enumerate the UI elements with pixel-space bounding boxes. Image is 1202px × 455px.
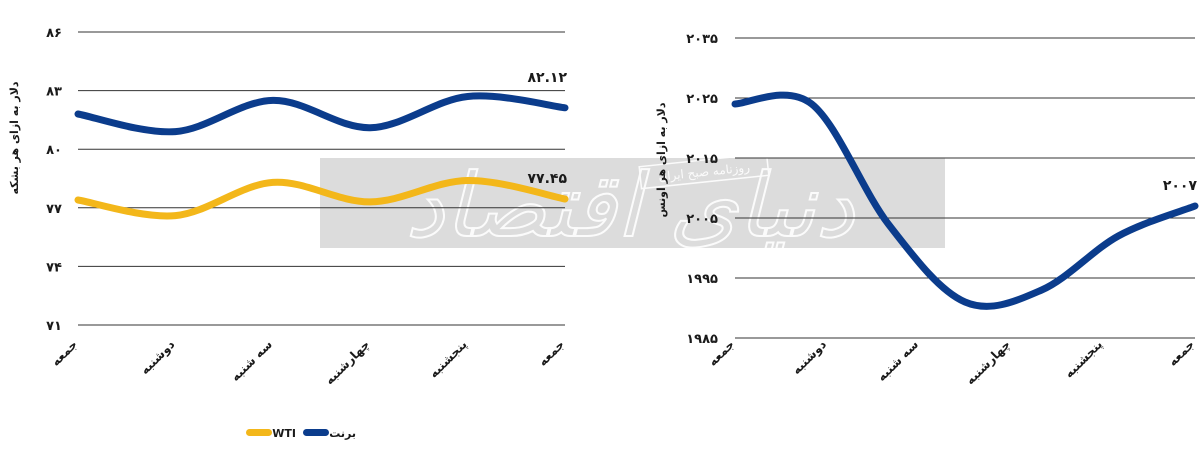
- y-axis-title: دلار به ازای هر اونس: [655, 102, 668, 217]
- legend-item-wti: WTI: [246, 427, 296, 440]
- series-line-wti: [74, 176, 569, 220]
- y-tick-label: ۸۳: [46, 85, 62, 100]
- legend-label-brent: برنت: [329, 427, 356, 440]
- x-category-label: پنجشنبه: [426, 337, 469, 380]
- y-tick-label: ۷۴: [46, 260, 62, 275]
- x-category-label: چهارشنبه: [322, 337, 372, 387]
- x-category-label: پنجشنبه: [1062, 337, 1105, 380]
- legend: برنت WTI: [246, 427, 356, 440]
- y-tick-label: ۷۷: [46, 202, 62, 217]
- x-category-label: جمعه: [535, 337, 567, 369]
- y-tick-label: ۱۹۹۵: [686, 272, 718, 287]
- y-tick-label: ۲۰۲۵: [686, 92, 718, 107]
- y-tick-label: ۱۹۸۵: [686, 332, 718, 347]
- x-category-label: جمعه: [1165, 337, 1197, 369]
- x-category-label: سه شنبه: [874, 337, 921, 384]
- end-value-label: ۲۰۰۷: [1163, 178, 1198, 194]
- end-value-label: ۷۷.۴۵: [528, 171, 568, 187]
- legend-item-brent: برنت: [303, 427, 356, 440]
- y-tick-label: ۸۰: [46, 143, 62, 158]
- x-category-label: دوشنبه: [138, 337, 179, 378]
- y-tick-label: ۷۱: [46, 319, 62, 334]
- y-tick-label: ۲۰۳۵: [686, 32, 718, 47]
- x-category-label: سه شنبه: [228, 337, 275, 384]
- watermark-text: دنیای اقتصاد: [405, 154, 855, 257]
- y-axis-title: دلار به ازای هر بشکه: [8, 81, 21, 194]
- legend-swatch-brent: [303, 429, 329, 436]
- legend-swatch-wti: [246, 429, 272, 436]
- x-category-label: چهارشنبه: [963, 337, 1013, 387]
- end-value-label: ۸۲.۱۲: [528, 70, 568, 86]
- watermark: دنیای اقتصاد روزنامه صبح ایران: [404, 152, 856, 258]
- x-category-label: جمعه: [48, 337, 80, 369]
- y-tick-label: ۲۰۱۵: [686, 152, 718, 167]
- watermark-subtext-box: [638, 152, 770, 190]
- x-category-label: دوشنبه: [789, 337, 830, 378]
- series-line-brent: [74, 92, 569, 136]
- y-tick-label: ۲۰۰۵: [686, 212, 718, 227]
- y-tick-label: ۸۶: [46, 26, 62, 41]
- watermark-band: [320, 158, 945, 248]
- legend-label-wti: WTI: [272, 427, 296, 440]
